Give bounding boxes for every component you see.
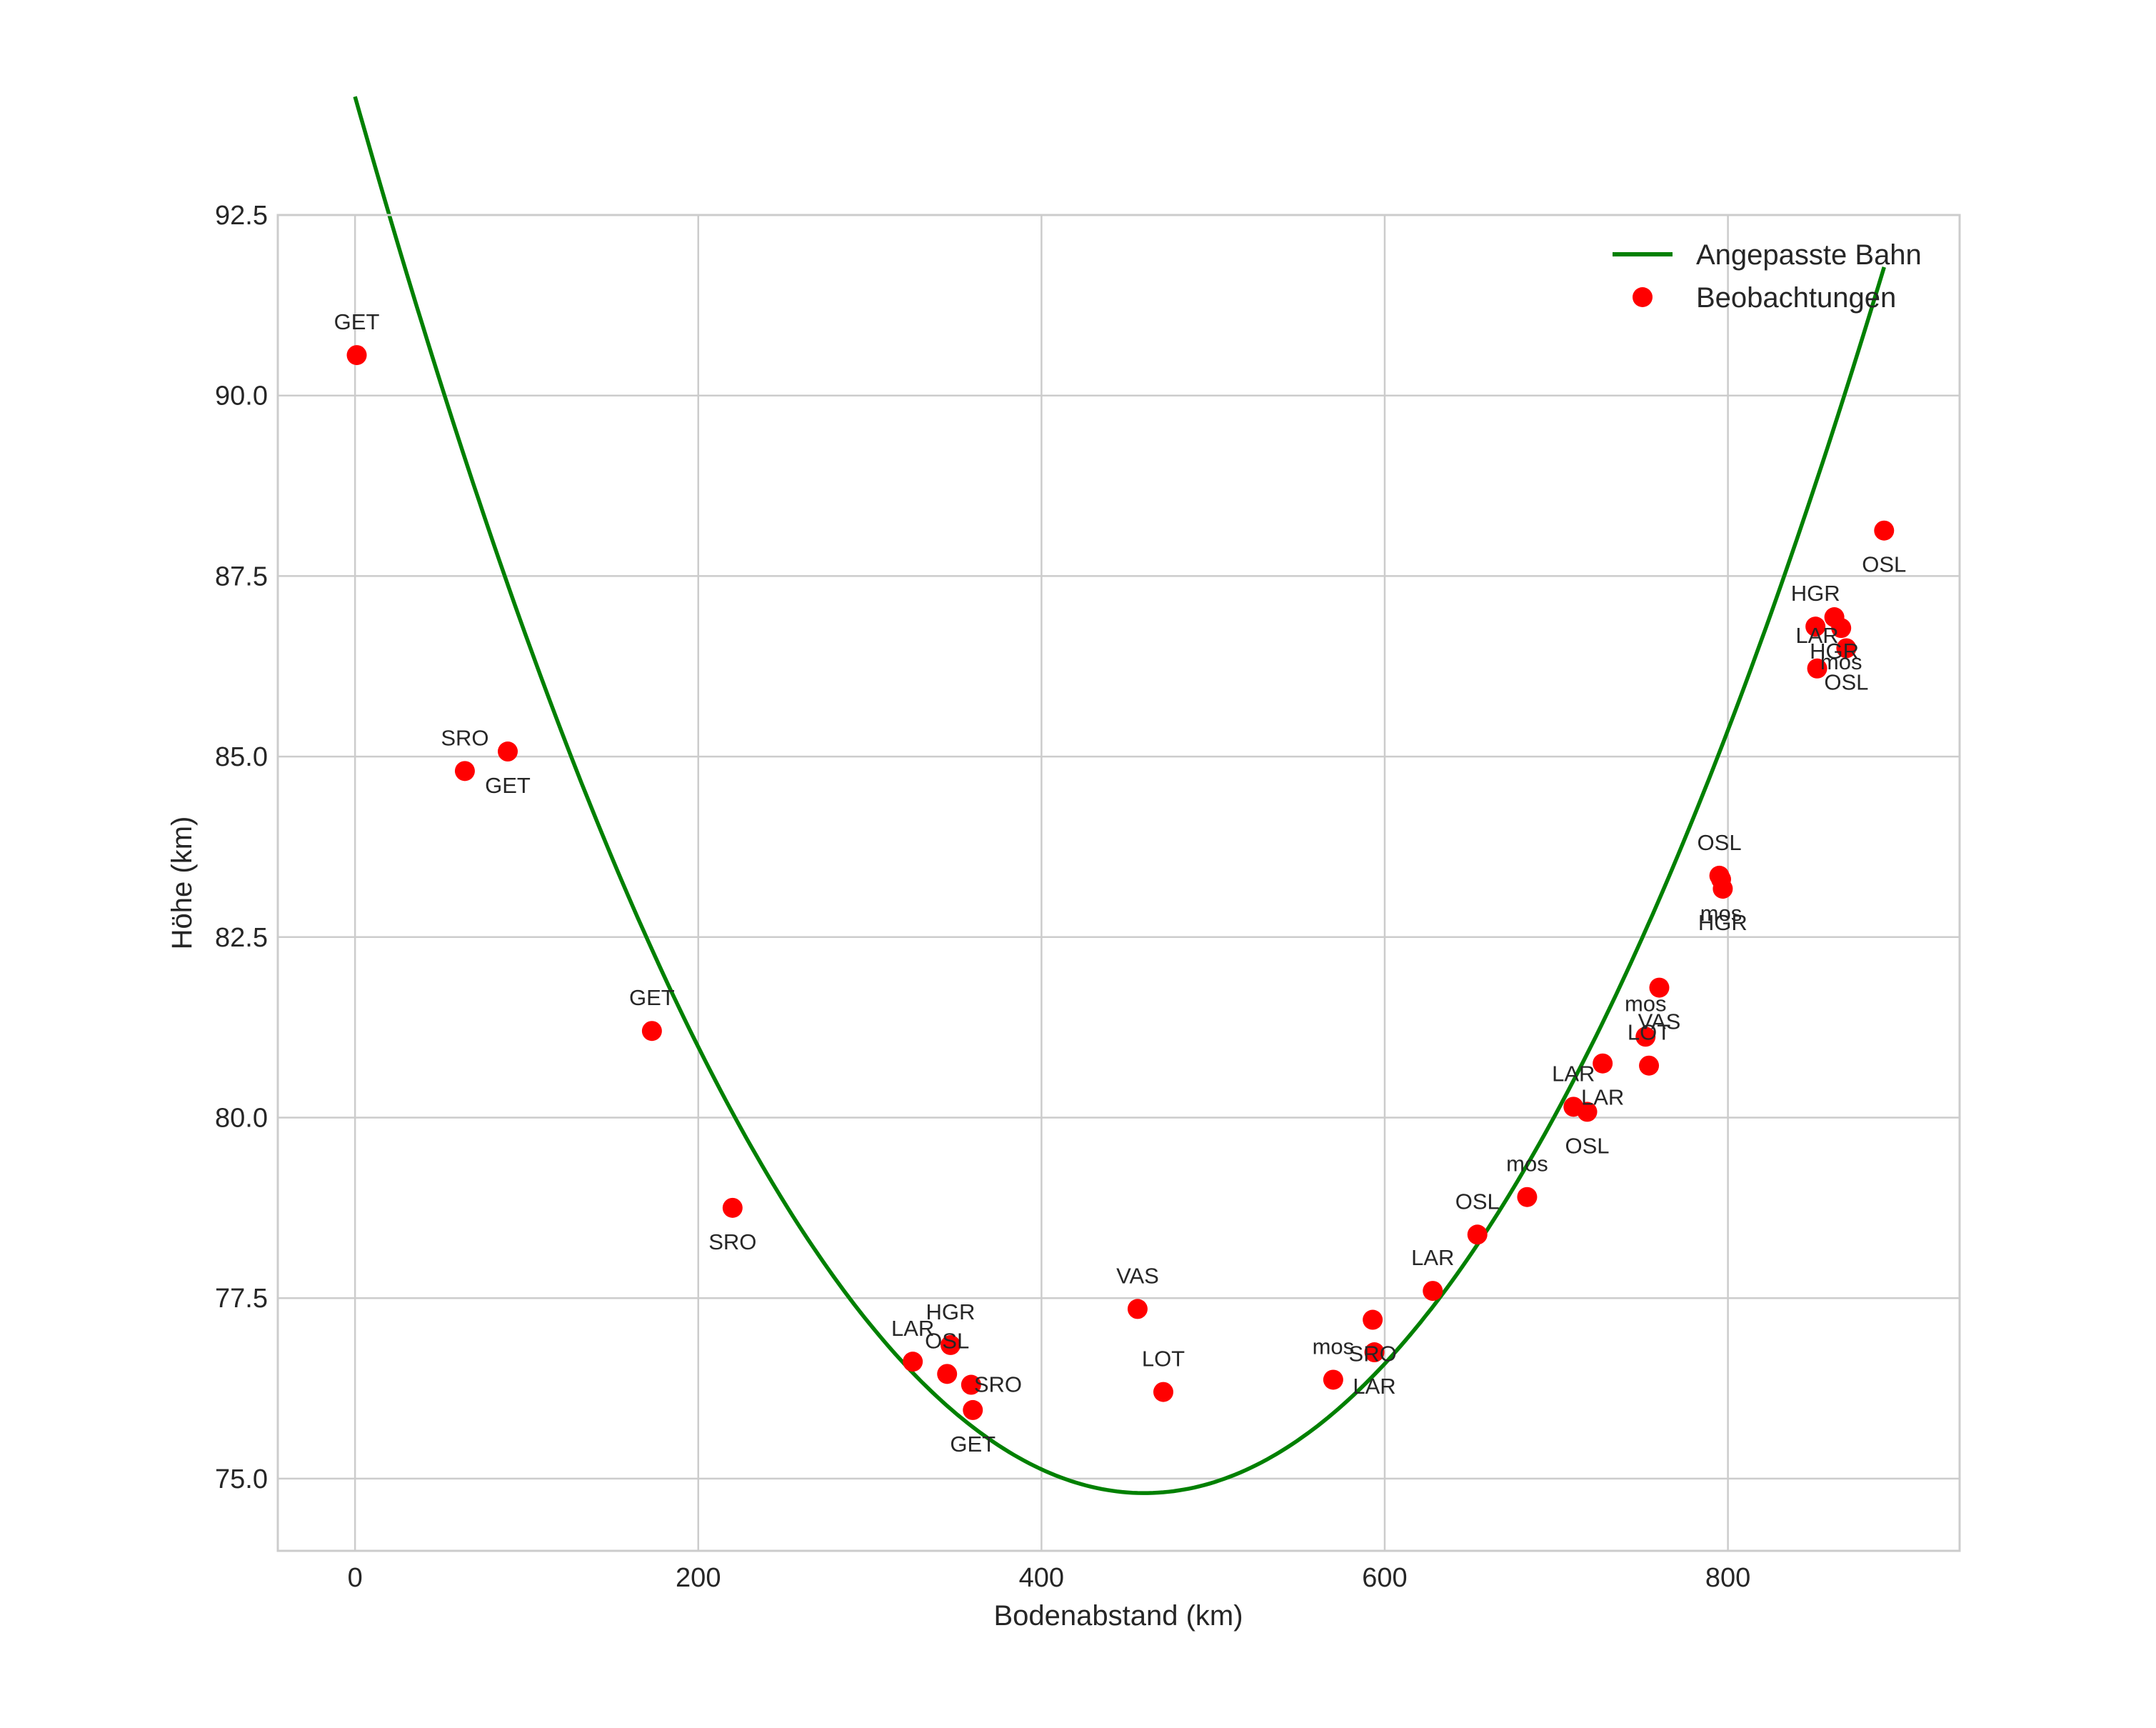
point-label: GET xyxy=(334,309,380,334)
observation-point xyxy=(498,741,518,762)
legend: Angepasste Bahn Beobachtungen xyxy=(1613,239,1922,314)
legend-label-obs: Beobachtungen xyxy=(1696,282,1896,314)
grid xyxy=(278,214,1960,1551)
point-label: LAR xyxy=(1411,1245,1454,1270)
observation-point xyxy=(961,1374,981,1395)
fitted-curve-layer xyxy=(353,96,1886,1495)
y-tick-label: 87.5 xyxy=(215,561,268,591)
x-tick-label: 800 xyxy=(1705,1563,1750,1593)
legend-label-fit: Angepasste Bahn xyxy=(1696,239,1922,271)
point-label: OSL xyxy=(1824,669,1868,694)
y-tick-label: 90.0 xyxy=(215,381,268,411)
point-label: OSL xyxy=(925,1328,969,1353)
y-tick-label: 80.0 xyxy=(215,1104,268,1134)
point-label: HGR xyxy=(1698,910,1748,935)
observation-point xyxy=(1639,1055,1660,1076)
observation-point xyxy=(1831,618,1852,639)
observation-point xyxy=(1517,1187,1538,1207)
y-tick-label: 82.5 xyxy=(215,923,268,953)
point-label: LAR xyxy=(891,1316,934,1341)
observation-point xyxy=(1423,1281,1443,1302)
point-label: SRO xyxy=(1349,1342,1397,1367)
observation-point xyxy=(903,1352,923,1372)
observation-point xyxy=(1127,1299,1148,1319)
point-label: mos xyxy=(1313,1334,1355,1359)
observation-point xyxy=(1364,1342,1385,1363)
point-label: SRO xyxy=(708,1229,756,1254)
point-label: SRO xyxy=(974,1372,1022,1397)
observation-point xyxy=(1836,638,1857,659)
observation-point xyxy=(1649,977,1670,998)
tick-labels: 0 200 400 600 800 75.0 77.5 80.0 82.5 85.0 87.5 90.… xyxy=(215,201,1750,1593)
point-label: OSL xyxy=(1455,1189,1500,1214)
point-label: OSL xyxy=(1862,552,1906,577)
point-label: GET xyxy=(950,1432,996,1457)
observation-point xyxy=(641,1021,662,1042)
point-label: mos xyxy=(1625,991,1667,1016)
observation-point xyxy=(1153,1382,1173,1402)
y-axis-label: Höhe (km) xyxy=(166,816,198,950)
point-label: HGR xyxy=(1791,581,1840,606)
observation-point xyxy=(937,1364,958,1384)
point-label: mos xyxy=(1506,1152,1548,1177)
observation-point xyxy=(1467,1224,1488,1245)
observation-points xyxy=(346,345,1895,1420)
point-label: SRO xyxy=(441,725,488,750)
point-label: mos xyxy=(1820,649,1862,674)
point-label: OSL xyxy=(1698,830,1742,855)
observation-point xyxy=(1805,616,1826,637)
y-tick-label: 77.5 xyxy=(215,1284,268,1314)
observation-point xyxy=(1323,1369,1343,1390)
point-label: LAR xyxy=(1353,1374,1395,1399)
point-label: mos xyxy=(1700,901,1743,926)
observation-point xyxy=(346,345,367,366)
x-tick-label: 200 xyxy=(676,1563,721,1593)
legend-marker-swatch xyxy=(1633,287,1653,307)
point-label: HGR xyxy=(926,1299,976,1324)
point-label: LOT xyxy=(1142,1347,1185,1372)
point-label: LAR xyxy=(1552,1061,1595,1086)
point-label: VAS xyxy=(1638,1009,1681,1034)
y-tick-label: 75.0 xyxy=(215,1464,268,1494)
point-label: LAR xyxy=(1581,1085,1624,1110)
observation-point xyxy=(1593,1053,1613,1074)
y-tick-label: 92.5 xyxy=(215,201,268,231)
plot-frame xyxy=(276,214,1961,1552)
x-axis-label: Bodenabstand (km) xyxy=(993,1600,1243,1632)
point-label: LOT xyxy=(1628,1020,1670,1045)
x-tick-label: 0 xyxy=(348,1563,363,1593)
point-label: LAR xyxy=(1795,623,1838,648)
observation-point xyxy=(722,1197,743,1218)
observation-point xyxy=(1710,869,1731,889)
point-label: HGR xyxy=(1810,639,1859,664)
observation-point xyxy=(1635,1027,1656,1047)
fitted-trajectory-line xyxy=(353,96,1886,1495)
observation-point xyxy=(1577,1102,1598,1122)
observation-point xyxy=(1363,1309,1383,1330)
observation-point xyxy=(454,761,475,781)
x-tick-label: 400 xyxy=(1019,1563,1064,1593)
observation-point xyxy=(1807,658,1827,679)
x-tick-label: 600 xyxy=(1362,1563,1407,1593)
observation-point xyxy=(941,1334,961,1355)
point-label: VAS xyxy=(1116,1263,1159,1288)
observation-point xyxy=(1874,520,1895,541)
point-label: GET xyxy=(629,985,675,1010)
point-label: GET xyxy=(485,773,531,798)
y-tick-label: 85.0 xyxy=(215,742,268,772)
point-label: OSL xyxy=(1565,1133,1610,1158)
observation-point xyxy=(963,1399,983,1420)
